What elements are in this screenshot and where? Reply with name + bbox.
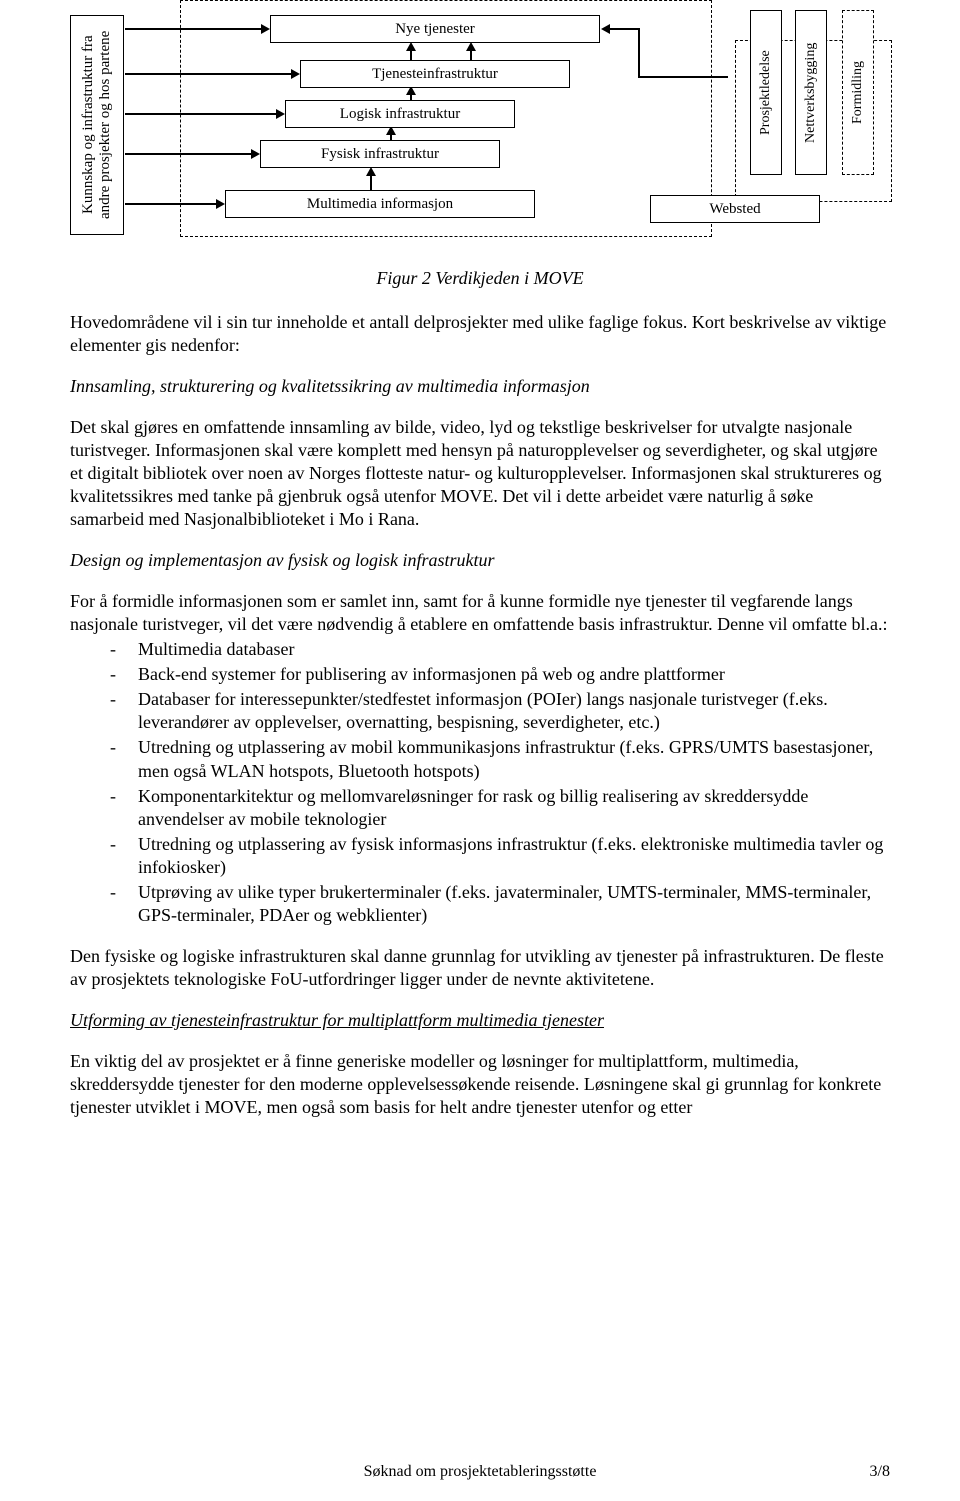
node-logisk-infrastruktur: Logisk infrastruktur [285,100,515,128]
list-item: Multimedia databaser [110,638,890,661]
list-item: Utredning og utplassering av mobil kommu… [110,736,890,782]
node-nye-tjenester: Nye tjenester [270,15,600,43]
node-prosjektledelse: Prosjektledelse [750,10,782,175]
figure-caption: Figur 2 Verdikjeden i MOVE [70,268,890,289]
section2-tail: Den fysiske og logiske infrastrukturen s… [70,945,890,991]
node-websted: Websted [650,195,820,223]
node-formidling: Formidling [842,10,874,175]
node-left-kunnskap: Kunnskap og infrastruktur fra andre pros… [70,15,124,235]
section2-title: Design og implementasjon av fysisk og lo… [70,549,890,572]
list-item: Utredning og utplassering av fysisk info… [110,833,890,879]
figure-diagram: Kunnskap og infrastruktur fra andre pros… [70,0,890,250]
footer-text: Søknad om prosjektetableringsstøtte [70,1463,890,1481]
section3-title: Utforming av tjenesteinfrastruktur for m… [70,1009,890,1032]
list-item: Back-end systemer for publisering av inf… [110,663,890,686]
list-item: Utprøving av ulike typer brukerterminale… [110,881,890,927]
intro-paragraph: Hovedområdene vil i sin tur inneholde et… [70,311,890,357]
list-item: Databaser for interessepunkter/stedfeste… [110,688,890,734]
section2-lead: For å formidle informasjonen som er saml… [70,590,890,636]
node-fysisk-infrastruktur: Fysisk infrastruktur [260,140,500,168]
list-item: Komponentarkitektur og mellomvareløsning… [110,785,890,831]
section1-body: Det skal gjøres en omfattende innsamling… [70,416,890,531]
section1-title: Innsamling, strukturering og kvalitetssi… [70,375,890,398]
node-nettverksbygging: Nettverksbygging [795,10,827,175]
section2-list: Multimedia databaser Back-end systemer f… [70,638,890,926]
node-tjenesteinfrastruktur: Tjenesteinfrastruktur [300,60,570,88]
node-multimedia-informasjon: Multimedia informasjon [225,190,535,218]
section3-body: En viktig del av prosjektet er å finne g… [70,1050,890,1119]
page-number: 3/8 [870,1463,890,1481]
